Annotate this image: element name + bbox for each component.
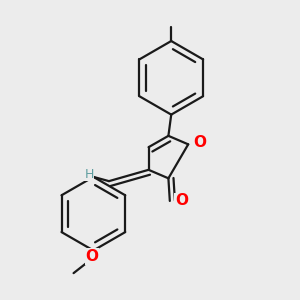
Text: O: O — [194, 135, 207, 150]
Text: H: H — [85, 168, 94, 181]
Text: O: O — [85, 249, 98, 264]
Text: O: O — [175, 194, 188, 208]
